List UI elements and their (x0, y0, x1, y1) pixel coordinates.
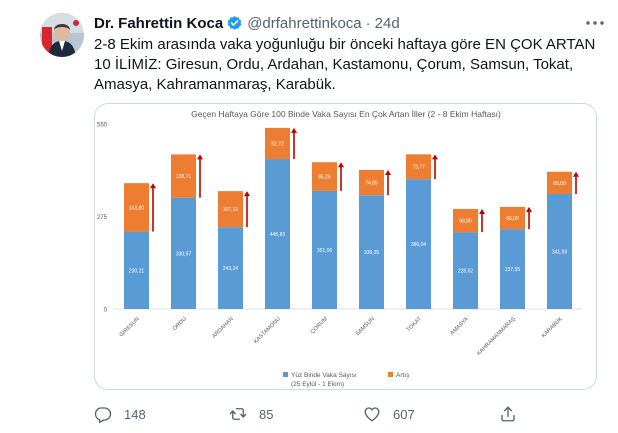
avatar-photo (40, 13, 84, 57)
data-label-increase: 85,26 (318, 175, 331, 181)
tweet-text-line: Amasya, Kahramanmaraş, Karabük. (94, 76, 336, 93)
data-label-base: 338,35 (364, 250, 380, 256)
bar-increase (406, 154, 431, 180)
legend-label-base: Yüz Binde Vaka Sayısı (291, 372, 357, 379)
bar-increase (547, 171, 572, 194)
bar-base (453, 232, 478, 309)
bar-base (406, 179, 431, 309)
bar-base (171, 197, 196, 309)
bar-base (547, 193, 572, 309)
increase-arrow-head (432, 154, 438, 160)
data-label-base: 341,93 (552, 249, 568, 255)
bar-increase (312, 162, 337, 191)
data-label-base: 228,62 (458, 269, 474, 275)
bar-base (500, 229, 525, 309)
tweet-text-line: 10 İLİMİZ: Giresun, Ordu, Ardahan, Kasta… (94, 56, 574, 73)
bar-increase (453, 208, 478, 233)
category-label: AMASYA (449, 316, 470, 337)
increase-arrow-head (573, 171, 579, 177)
chart-title: Geçen Haftaya Göre 100 Binde Vaka Sayısı… (191, 109, 501, 119)
increase-arrow-head (526, 206, 532, 212)
increase-arrow-head (291, 127, 297, 133)
retweet-icon (229, 408, 247, 420)
increase-arrow-head (385, 170, 391, 176)
bar-increase (265, 127, 290, 160)
retweet-count: 85 (259, 406, 274, 422)
increase-arrow-head (338, 162, 344, 168)
more-icon[interactable] (585, 14, 605, 32)
data-label-base: 386,04 (411, 242, 427, 248)
tweet-text-line: 2-8 Ekim arasında vaka yoğunluğu bir önc… (94, 36, 596, 53)
reply-count: 148 (124, 406, 146, 422)
author-handle[interactable]: @drfahrettinkoca (247, 14, 362, 32)
bar-increase (218, 191, 243, 228)
increase-arrow-head (479, 208, 485, 214)
bar-chart: Geçen Haftaya Göre 100 Binde Vaka Sayısı… (97, 109, 583, 388)
category-label: ÇORUM (310, 316, 329, 335)
data-label-base: 243,24 (223, 266, 239, 272)
reply-icon (94, 407, 112, 423)
bar-increase (124, 183, 149, 232)
retweet-button[interactable]: 85 (229, 402, 273, 426)
like-icon (364, 407, 380, 422)
category-label: ORDU (172, 316, 188, 332)
tweet-header: Dr. Fahrettin Koca @drfahrettinkoca · 24… (94, 13, 400, 33)
increase-arrow-head (150, 183, 156, 189)
avatar[interactable] (40, 13, 84, 57)
legend-swatch-base (283, 372, 288, 377)
bar-increase (359, 170, 384, 196)
data-label-increase: 74,85 (365, 181, 378, 187)
data-label-base: 330,97 (176, 251, 192, 257)
author-name[interactable]: Dr. Fahrettin Koca (94, 14, 224, 32)
category-label: KAHRAMANMARAŞ (476, 316, 517, 357)
increase-arrow-head (244, 191, 250, 197)
data-label-increase: 143,80 (129, 205, 145, 211)
share-button[interactable] (499, 402, 517, 426)
data-label-base: 351,06 (317, 248, 333, 254)
legend-swatch-increase (388, 372, 393, 377)
category-label: ARDAHAN (211, 316, 235, 340)
share-icon (501, 406, 515, 422)
data-label-increase: 66,09 (553, 181, 566, 187)
data-label-base: 230,21 (129, 268, 145, 274)
y-tick-label: 550 (97, 123, 108, 129)
bar-increase (171, 154, 196, 198)
category-label: SAMSUN (355, 316, 376, 337)
legend-sublabel-base: (25 Eylül - 1 Ekim) (291, 381, 344, 388)
data-label-base: 237,55 (505, 267, 521, 273)
category-label: GİRESUN (118, 315, 141, 338)
tweet-media-chart[interactable]: Geçen Haftaya Göre 100 Binde Vaka Sayısı… (94, 103, 597, 390)
category-label: TOKAT (406, 316, 423, 333)
like-button[interactable]: 607 (363, 402, 415, 426)
legend-label-increase: Artış (396, 372, 410, 379)
data-label-increase: 73,77 (412, 165, 425, 171)
data-label-base: 445,83 (270, 232, 286, 238)
bar-base (124, 231, 149, 309)
tweet-text: 2-8 Ekim arasında vaka yoğunluğu bir önc… (94, 35, 604, 95)
like-count: 607 (393, 406, 415, 422)
data-label-increase: 66,09 (506, 216, 519, 222)
bar-increase (500, 206, 525, 230)
y-tick-label: 0 (104, 308, 108, 314)
verified-badge-icon (226, 15, 243, 32)
category-label: KASTAMONU (253, 316, 282, 345)
action-bar: 148 85 607 (94, 402, 614, 426)
bar-base (312, 190, 337, 309)
category-label: KARABÜK (540, 315, 564, 339)
separator-dot: · (365, 14, 371, 32)
bar-base (265, 159, 290, 309)
reply-button[interactable]: 148 (94, 402, 146, 426)
y-tick-label: 275 (97, 215, 108, 221)
tweet-time[interactable]: 24d (374, 14, 400, 32)
data-label-increase: 128,71 (176, 174, 192, 180)
data-label-increase: 68,85 (459, 219, 472, 225)
data-label-increase: 107,12 (223, 207, 239, 213)
data-label-increase: 92,72 (271, 141, 284, 147)
bar-base (359, 195, 384, 309)
bar-base (218, 227, 243, 309)
increase-arrow-head (197, 154, 203, 160)
